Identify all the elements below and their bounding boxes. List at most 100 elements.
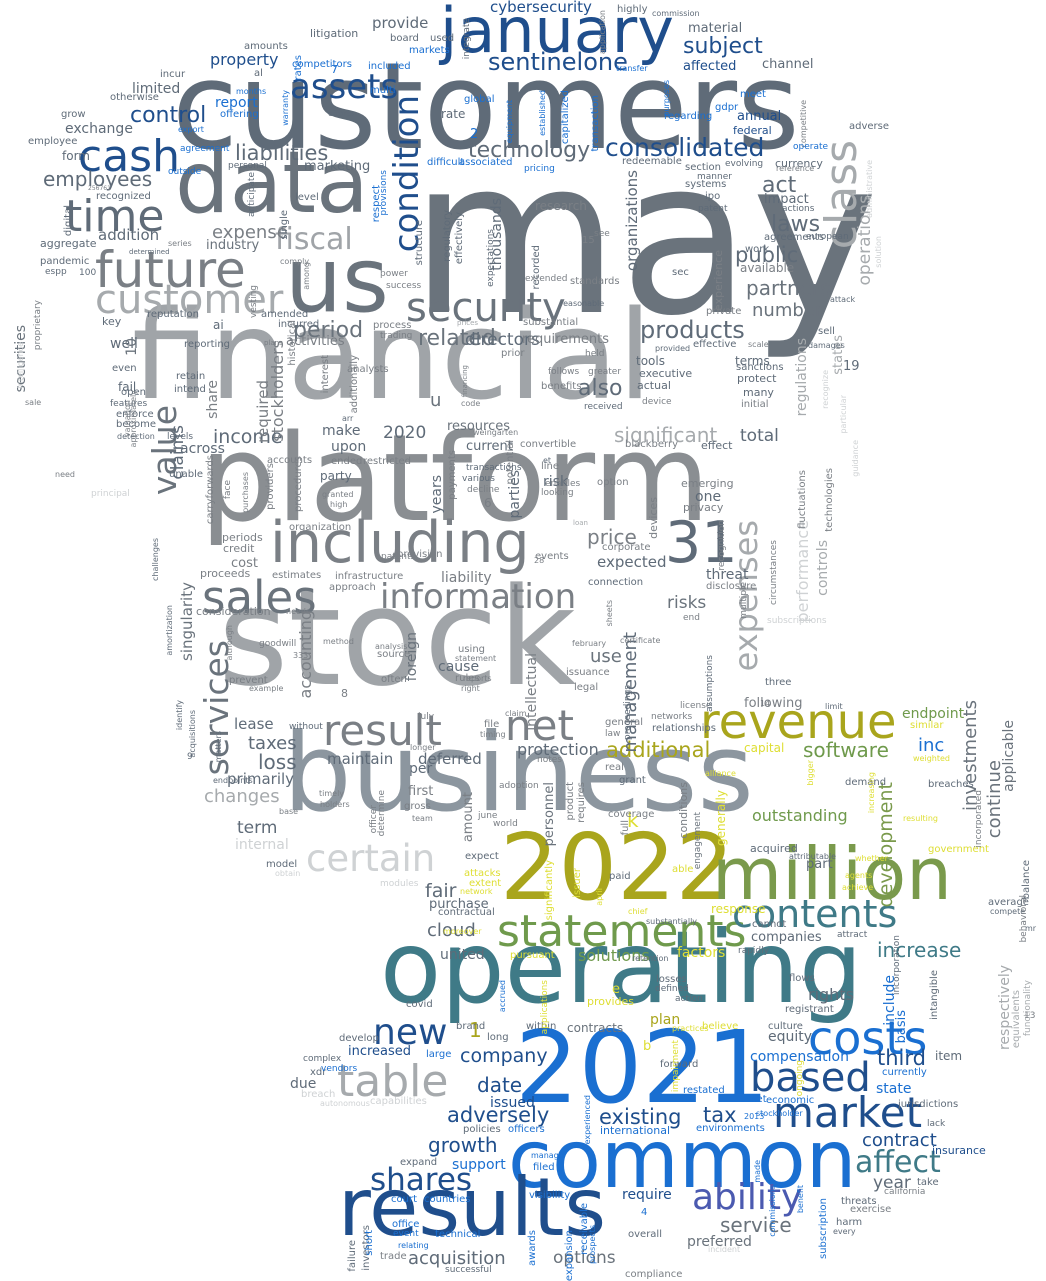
word-502: proprietary: [33, 300, 43, 351]
word-503: intelligence: [16, 342, 25, 389]
word-454: sec: [672, 267, 689, 278]
word-74: service: [720, 1213, 792, 1237]
word-556: alliance: [705, 769, 736, 778]
word-288: environments: [696, 1123, 765, 1134]
word-274: provides: [587, 995, 635, 1008]
word-446: analysts: [347, 364, 389, 375]
word-156: liability: [441, 570, 492, 586]
word-88: risks: [667, 593, 707, 613]
word-470: transaction: [590, 95, 601, 152]
word-189: private: [706, 306, 742, 317]
word-84: term: [237, 818, 278, 838]
word-16: security: [406, 285, 566, 331]
word-577: provided: [655, 344, 691, 353]
word-37: certain: [306, 837, 436, 880]
word-167: experience: [712, 250, 725, 311]
word-257: requires: [576, 782, 587, 823]
word-199: 2: [470, 127, 479, 142]
word-413: sanctions: [736, 362, 784, 373]
word-42: shares: [370, 1162, 473, 1198]
word-105: cybersecurity: [490, 0, 592, 16]
word-226: right: [461, 684, 480, 693]
word-435: events: [535, 551, 569, 562]
word-448: process: [373, 320, 412, 331]
word-224: statement: [455, 654, 497, 663]
word-194: rate: [441, 107, 466, 121]
word-417: follows: [548, 367, 580, 377]
word-171: applicable: [1001, 720, 1017, 792]
word-49: public: [735, 243, 799, 267]
word-432: enables: [545, 479, 581, 489]
word-15: including: [270, 510, 530, 576]
word-6: operating: [380, 909, 863, 1026]
word-393: pricing: [524, 164, 555, 174]
word-210: proceeds: [200, 567, 251, 580]
word-126: preferred: [687, 1234, 752, 1250]
word-10: 2022: [500, 814, 735, 921]
word-5: business: [283, 711, 754, 836]
word-443: patents: [381, 552, 416, 562]
word-406: agreements: [764, 232, 825, 243]
word-246: notes: [537, 755, 562, 765]
word-378: highly: [617, 4, 648, 15]
word-570: mr: [1025, 924, 1037, 933]
word-513: acquisitions: [188, 710, 197, 758]
word-375: litigation: [310, 27, 359, 40]
word-108: report: [215, 95, 258, 111]
word-511: 333: [293, 651, 309, 660]
word-477: expectations: [486, 229, 496, 287]
word-512: identify: [175, 700, 184, 731]
word-1: customers: [172, 38, 800, 177]
word-268: cannot: [752, 919, 787, 930]
word-437: granted: [322, 490, 354, 499]
word-281: complex: [303, 1054, 342, 1064]
word-371: grow: [61, 109, 86, 120]
word-548: technologies: [824, 468, 835, 532]
word-473: integrate: [462, 18, 472, 60]
word-298: successful: [445, 1265, 492, 1275]
word-540: 2013: [744, 1112, 765, 1121]
word-388: outside: [168, 167, 202, 177]
word-409: adverse: [849, 121, 890, 132]
word-198: 19: [843, 359, 860, 374]
word-111: directors: [465, 330, 540, 350]
word-272: action: [675, 994, 703, 1004]
word-304: take: [917, 1177, 939, 1188]
word-342: experienced: [583, 1095, 592, 1145]
word-121: united: [440, 947, 485, 963]
word-457: solution: [874, 236, 883, 268]
word-557: incorporated: [974, 790, 984, 848]
word-209: cost: [231, 556, 258, 571]
word-36: new: [373, 1012, 448, 1053]
word-214: approach: [329, 582, 376, 593]
word-41: ability: [692, 1177, 803, 1218]
word-85: fair: [425, 880, 457, 902]
word-425: blackberry: [625, 439, 679, 450]
word-4: stock: [218, 559, 577, 716]
word-420: device: [642, 397, 672, 407]
word-516: 9: [187, 752, 193, 762]
word-158: cause: [438, 659, 480, 675]
word-120: protection: [517, 740, 599, 759]
word-3: platform: [200, 410, 710, 549]
word-356: become: [116, 419, 157, 430]
word-68: company: [460, 1045, 548, 1067]
word-132: impact: [764, 192, 809, 207]
word-510: needs: [286, 607, 311, 616]
word-169: one: [695, 489, 722, 505]
word-493: interest: [320, 355, 331, 394]
word-78: year: [873, 1173, 911, 1193]
word-100: equity: [768, 1029, 813, 1045]
word-187: actual: [637, 379, 671, 392]
word-241: general: [605, 717, 644, 728]
word-399: evolving: [725, 159, 764, 169]
word-280: develop: [339, 1033, 379, 1044]
word-569: intangible: [929, 970, 940, 1020]
word-110: limited: [132, 81, 181, 97]
word-536: applications: [540, 980, 550, 1035]
word-506: principal: [91, 489, 130, 499]
word-17: future: [95, 241, 246, 299]
word-202: currency: [775, 157, 823, 170]
word-549: circumstances: [769, 540, 779, 605]
word-29: revenue: [700, 694, 897, 750]
